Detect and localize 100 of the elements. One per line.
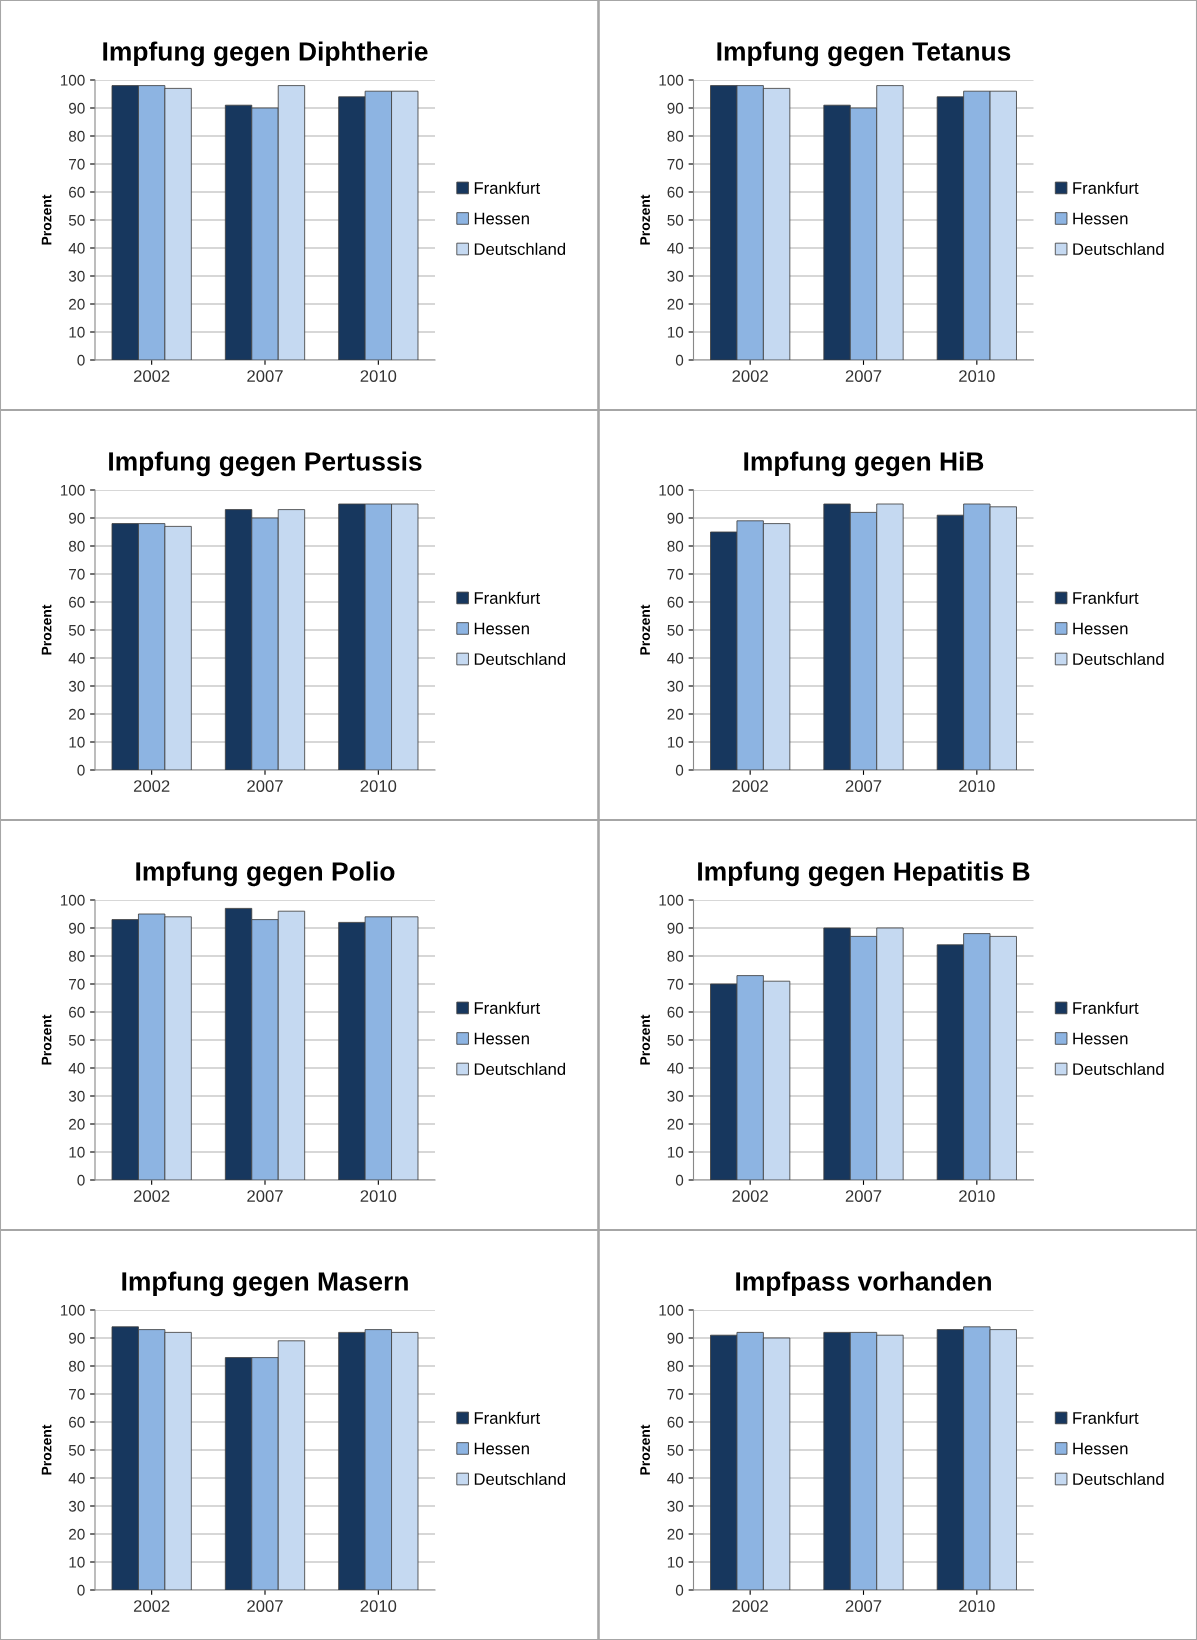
legend-label: Frankfurt	[474, 181, 541, 194]
y-tick-label: 30	[68, 270, 85, 282]
y-axis-title: Prozent	[41, 1014, 52, 1065]
y-axis-title: Prozent	[640, 194, 650, 245]
y-tick-label: 100	[60, 484, 85, 496]
y-tick-label: 60	[69, 1416, 85, 1428]
y-tick-label: 30	[68, 1500, 85, 1512]
y-tick-label: 20	[667, 298, 684, 310]
x-tick-label: 2002	[732, 780, 768, 792]
legend-label: Frankfurt	[474, 591, 541, 604]
y-tick-label: 40	[68, 242, 85, 254]
y-tick-label: 20	[69, 298, 85, 310]
x-tick-label: 2010	[959, 1190, 995, 1202]
x-tick-label: 2010	[360, 1190, 397, 1202]
y-tick-label: 10	[667, 1556, 684, 1568]
y-tick-label: 30	[667, 270, 684, 282]
y-tick-label: 50	[68, 214, 85, 226]
y-tick-label: 60	[69, 186, 85, 198]
x-tick-label: 2010	[959, 1600, 995, 1612]
legend-label: Hessen	[474, 622, 529, 635]
x-tick-label: 2010	[360, 1600, 397, 1612]
legend-label: Deutschland	[1073, 242, 1164, 256]
y-axis-title: Prozent	[640, 604, 650, 655]
y-tick-label: 20	[69, 1118, 85, 1130]
x-tick-label: 2002	[133, 370, 170, 382]
x-tick-label: 2007	[247, 370, 283, 382]
y-tick-label: 0	[77, 1174, 85, 1186]
y-tick-label: 10	[69, 326, 85, 338]
y-tick-label: 60	[69, 1006, 85, 1018]
y-tick-label: 40	[68, 652, 85, 664]
y-tick-label: 70	[667, 978, 684, 990]
y-tick-label: 90	[69, 102, 85, 114]
y-tick-label: 80	[667, 540, 684, 552]
y-tick-label: 20	[667, 1528, 684, 1540]
y-tick-label: 0	[675, 1174, 684, 1186]
y-tick-label: 70	[69, 978, 85, 990]
y-tick-label: 90	[667, 512, 684, 524]
y-tick-label: 80	[667, 950, 684, 962]
y-tick-label: 10	[667, 736, 684, 748]
y-tick-label: 0	[77, 1584, 85, 1596]
legend-label: Hessen	[1073, 1032, 1128, 1045]
y-tick-label: 70	[69, 1388, 85, 1400]
x-tick-label: 2007	[845, 780, 882, 792]
legend-label: Deutschland	[474, 1472, 566, 1486]
y-tick-label: 30	[667, 680, 684, 692]
x-tick-label: 2002	[732, 1190, 768, 1202]
y-tick-label: 90	[69, 922, 85, 934]
y-tick-label: 90	[667, 102, 684, 114]
y-tick-label: 60	[667, 1416, 684, 1428]
y-tick-label: 90	[69, 1332, 85, 1344]
legend-label: Frankfurt	[474, 1001, 541, 1014]
x-tick-label: 2010	[959, 370, 995, 382]
y-axis-title: Prozent	[41, 1424, 52, 1475]
x-tick-label: 2007	[247, 1190, 283, 1202]
y-tick-label: 10	[667, 1146, 684, 1158]
y-tick-label: 90	[69, 512, 85, 524]
y-tick-label: 50	[667, 1444, 684, 1456]
y-tick-label: 100	[659, 74, 684, 86]
y-tick-label: 0	[675, 354, 684, 366]
y-tick-label: 40	[667, 1062, 684, 1074]
x-tick-label: 2007	[845, 1190, 882, 1202]
y-tick-label: 0	[675, 1584, 684, 1596]
y-tick-label: 50	[667, 624, 684, 636]
legend-label: Hessen	[474, 1442, 529, 1455]
legend-label: Frankfurt	[1073, 1001, 1139, 1014]
y-tick-label: 40	[68, 1062, 85, 1074]
legend-label: Hessen	[474, 212, 529, 225]
chart-title: Impfung gegen Polio	[136, 861, 395, 887]
y-tick-label: 50	[68, 624, 85, 636]
y-tick-label: 80	[68, 950, 85, 962]
y-tick-label: 100	[659, 484, 684, 496]
legend-label: Frankfurt	[1073, 1411, 1139, 1424]
y-tick-label: 30	[68, 680, 85, 692]
x-tick-label: 2010	[959, 780, 995, 792]
x-tick-label: 2002	[133, 1190, 170, 1202]
y-tick-label: 100	[60, 74, 85, 86]
y-tick-label: 70	[69, 568, 85, 580]
legend-label: Hessen	[1073, 212, 1128, 225]
legend-label: Deutschland	[1073, 1062, 1164, 1076]
y-tick-label: 10	[69, 736, 85, 748]
chart-title: Impfung gegen Hepatitis B	[698, 861, 1030, 887]
y-tick-label: 50	[68, 1444, 85, 1456]
legend-label: Hessen	[1073, 1442, 1128, 1455]
x-tick-label: 2002	[732, 370, 768, 382]
legend-label: Frankfurt	[474, 1411, 541, 1424]
x-tick-label: 2007	[247, 1600, 283, 1612]
chart-title: Impfung gegen Diphtherie	[103, 41, 428, 67]
y-tick-label: 0	[675, 764, 684, 776]
x-tick-label: 2002	[732, 1600, 768, 1612]
legend-label: Hessen	[1073, 622, 1128, 635]
y-tick-label: 70	[667, 158, 684, 170]
y-tick-label: 80	[68, 1360, 85, 1372]
chart-title: Impfung gegen HiB	[744, 451, 984, 477]
y-tick-label: 10	[69, 1556, 85, 1568]
y-tick-label: 80	[667, 1360, 684, 1372]
y-tick-label: 60	[69, 596, 85, 608]
chart-title: Impfung gegen Pertussis	[109, 451, 422, 477]
legend-label: Frankfurt	[1073, 591, 1139, 604]
y-tick-label: 100	[659, 1304, 684, 1316]
y-tick-label: 30	[667, 1090, 684, 1102]
